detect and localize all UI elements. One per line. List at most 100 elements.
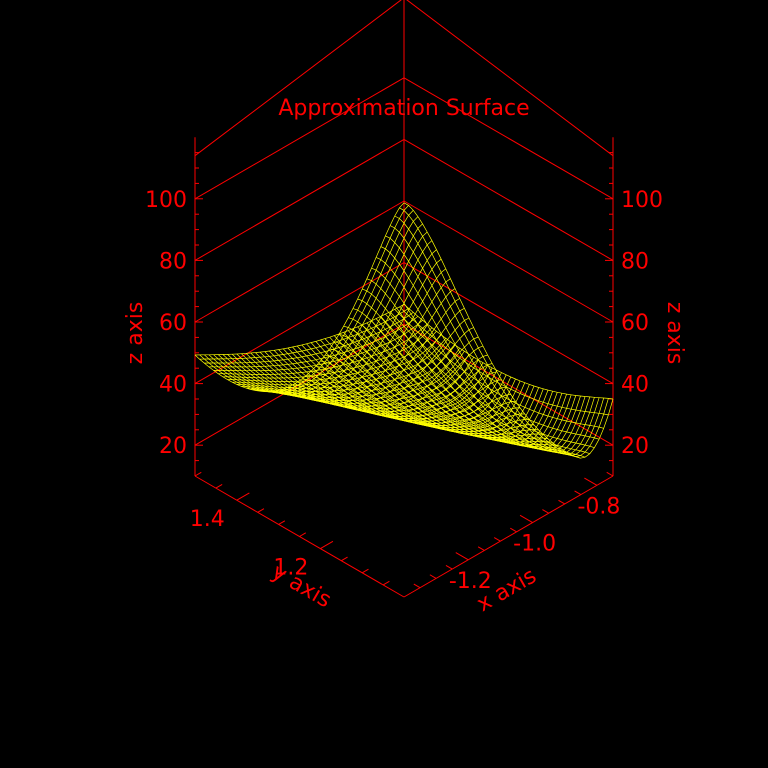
surface-line-y [227, 331, 437, 382]
x-axis-line [403, 475, 614, 598]
surface-line-y [329, 348, 540, 438]
surface-line-x [194, 202, 405, 392]
z-tick-label-right: 80 [621, 249, 649, 274]
z-tick-label-left: 100 [145, 188, 187, 213]
surface-line-y [371, 267, 581, 451]
right-wall-gridline [403, 200, 614, 323]
chart-title: Approximation Surface [278, 96, 529, 121]
surface-line-x [227, 249, 437, 398]
x-minor-tick [477, 546, 485, 551]
surface-line-y [366, 278, 577, 450]
right-wall-gridline [403, 77, 614, 200]
surface-line-y [357, 298, 567, 448]
y-tick-label: 1.2 [273, 556, 308, 581]
axes-frame [194, 0, 614, 598]
z-tick-label-right: 100 [621, 188, 663, 213]
z-axis-label-left: z axis [123, 302, 148, 365]
surface-line-x [343, 332, 553, 444]
surface-line-y [204, 312, 414, 364]
y-major-tick [320, 540, 334, 550]
surface-line-x [245, 288, 456, 404]
left-wall-gridline [194, 262, 405, 385]
y-minor-tick [341, 556, 348, 562]
surface-line-y [292, 372, 502, 422]
surface-line-y [218, 323, 428, 375]
surface-line-x [269, 336, 479, 412]
surface-line-y [213, 319, 423, 372]
x-minor-tick [574, 490, 582, 496]
z-tick-label-left: 60 [159, 311, 187, 336]
surface-line-y [232, 334, 442, 386]
surface-line-y [283, 367, 493, 417]
surface-line-x [320, 339, 530, 433]
x-major-tick [584, 477, 598, 486]
surface-line-x [403, 304, 614, 400]
y-minor-tick [278, 520, 286, 525]
x-tick-label: -1.0 [513, 532, 556, 557]
z-tick-label-right: 60 [621, 311, 649, 336]
surface-line-y [338, 333, 549, 442]
surface-line-y [394, 215, 605, 456]
left-wall-gridline [194, 138, 405, 261]
y-minor-tick [194, 471, 202, 477]
y-minor-tick [361, 568, 369, 574]
surface-line-y [255, 351, 465, 401]
surface-line-y [241, 341, 451, 392]
x-minor-tick [413, 583, 421, 589]
z-tick-label-left: 40 [159, 373, 187, 398]
z-tick-label-left: 20 [159, 434, 187, 459]
z-tick-label-right: 20 [621, 434, 649, 459]
x-major-tick [455, 552, 469, 561]
surface-line-y [199, 308, 409, 360]
surface-line-y [389, 225, 600, 455]
surface-line-x [315, 341, 525, 431]
surface-line-y [380, 246, 591, 453]
surface-line-y [194, 303, 405, 356]
surface-line-x [199, 205, 409, 393]
surface-line-y [352, 308, 563, 446]
axis-labels: Approximation Surface z axis z axis y ax… [123, 96, 687, 617]
x-minor-tick [510, 527, 517, 533]
x-tick-label: -0.8 [577, 494, 620, 519]
surface-line-x [329, 336, 539, 437]
left-wall-gridline [194, 77, 405, 200]
x-tick-label: -1.2 [449, 569, 492, 594]
surface-line-y [222, 327, 433, 379]
surface-line-x [399, 306, 609, 416]
y-tick-label: 1.4 [190, 507, 225, 532]
y-major-tick [236, 492, 250, 501]
right-wall-gridline [403, 138, 614, 261]
z-axis-label-right: z axis [662, 302, 687, 365]
surface-line-x [255, 307, 465, 407]
x-minor-tick [493, 537, 501, 542]
surface-wireframe [194, 202, 614, 459]
surface-line-y [208, 316, 419, 368]
surface-line-y [250, 347, 460, 398]
surface-line-y [348, 317, 558, 445]
y-minor-tick [299, 532, 307, 537]
surface-line-x [208, 216, 419, 394]
surface-line-y [236, 338, 447, 389]
x-minor-tick [542, 509, 549, 514]
x-major-tick [519, 514, 533, 523]
x-minor-tick [429, 574, 437, 579]
x-minor-tick [558, 499, 566, 505]
surface-line-y [273, 362, 484, 412]
x-minor-tick [445, 565, 453, 570]
surface-line-x [385, 313, 595, 449]
surface-line-y [375, 257, 586, 453]
surface-line-y [385, 235, 595, 454]
surface-line-x [389, 311, 600, 440]
surface-line-y [403, 202, 614, 459]
surface-line-y [259, 354, 470, 404]
z-tick-label-right: 40 [621, 373, 649, 398]
surface-line-y [246, 344, 456, 395]
z-tick-label-left: 80 [159, 249, 187, 274]
y-minor-tick [215, 484, 223, 489]
x-minor-tick [606, 471, 614, 477]
left-wall-gridline [194, 200, 405, 323]
y-minor-tick [257, 508, 265, 513]
surface-line-y [334, 341, 544, 440]
y-minor-tick [382, 580, 390, 586]
